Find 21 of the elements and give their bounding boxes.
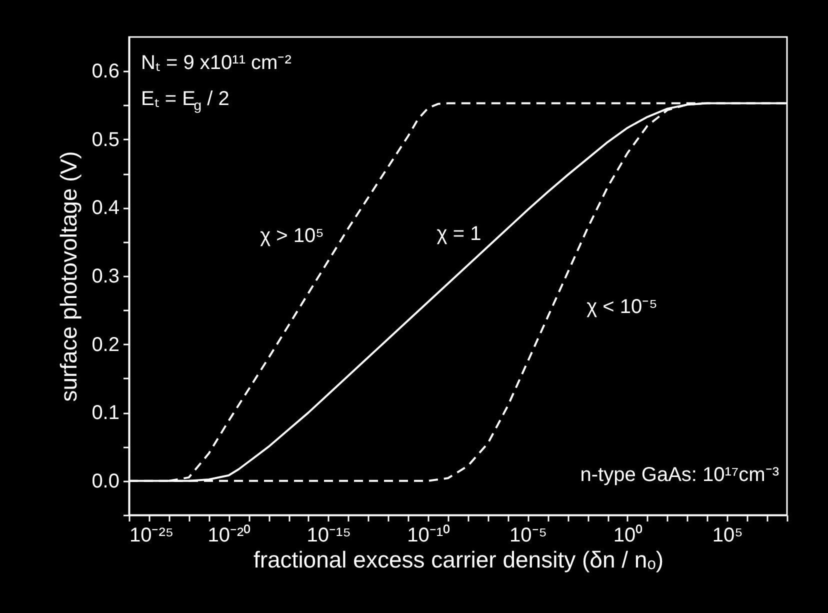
y-tick-label: 0.3 — [92, 266, 120, 288]
y-axis-title: surface photovoltage (V) — [56, 151, 82, 402]
annotation: χ = 1 — [436, 223, 482, 245]
y-tick-label: 0.5 — [92, 128, 120, 151]
x-tick-label: 10⁻¹⁰ — [407, 524, 450, 546]
annotation: χ < 10⁻⁵ — [586, 296, 658, 318]
y-tick-label: 0.6 — [92, 60, 120, 83]
x-tick-label: 10⁻²⁰ — [208, 524, 251, 546]
x-tick-label: 10⁵ — [712, 524, 743, 546]
y-tick-label: 0.2 — [92, 334, 120, 356]
x-tick-label: 10⁻¹⁵ — [306, 524, 351, 546]
x-tick-label: 10⁰ — [613, 524, 643, 546]
y-tick-label: 0.4 — [92, 197, 120, 220]
x-axis-title: fractional excess carrier density (δn / nₒ) — [253, 546, 664, 572]
annotation: Nₜ = 9 x10¹¹ cm⁻² — [141, 52, 292, 74]
y-tick-label: 0.0 — [92, 470, 120, 492]
x-tick-label: 10⁻⁵ — [510, 524, 548, 546]
annotation: χ > 10⁵ — [260, 225, 324, 247]
y-tick-label: 0.1 — [92, 402, 120, 424]
x-tick-label: 10⁻²⁵ — [130, 524, 174, 546]
annotation: n-type GaAs: 10¹⁷cm⁻³ — [580, 464, 780, 486]
